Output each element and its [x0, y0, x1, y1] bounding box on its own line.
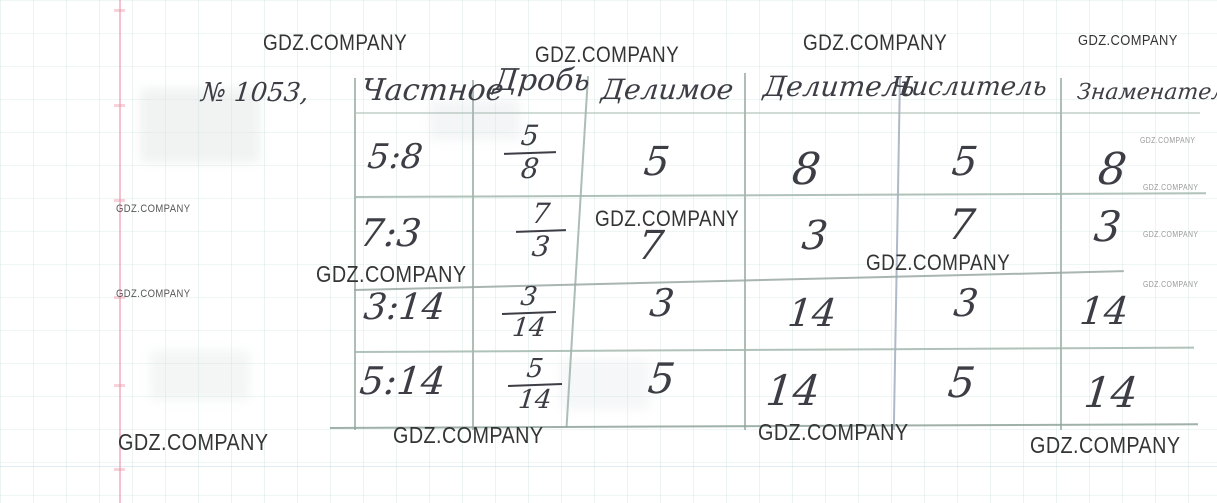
- header-quotient: Частное: [359, 73, 506, 108]
- cell-dividend: 5: [645, 354, 678, 403]
- faint-ruled-line: [0, 466, 1217, 467]
- bleed-through-blob: [430, 100, 520, 140]
- cell-fraction: 5 14: [506, 354, 564, 415]
- header-numerator: Числитель: [889, 72, 1049, 102]
- watermark: GDZ.COMPANY: [1140, 136, 1196, 145]
- watermark: GDZ.COMPANY: [1143, 183, 1199, 192]
- table-column-line: [1060, 78, 1062, 430]
- table-row-line: [356, 112, 1200, 114]
- cell-numerator: 7: [945, 200, 978, 249]
- header-fraction: Дробь: [491, 63, 592, 98]
- watermark: GDZ.COMPANY: [116, 288, 191, 300]
- watermark: GDZ.COMPANY: [316, 261, 467, 287]
- cell-divisor: 3: [799, 213, 830, 259]
- cell-divisor: 14: [785, 291, 839, 335]
- watermark: GDZ.COMPANY: [866, 250, 1011, 275]
- cell-fraction: 7 3: [514, 197, 568, 263]
- fraction-denominator: 14: [516, 384, 554, 415]
- watermark: GDZ.COMPANY: [803, 30, 948, 55]
- fraction-numerator: 5: [519, 119, 541, 152]
- fraction-numerator: 7: [530, 197, 552, 230]
- cell-quotient: 5:14: [357, 359, 448, 403]
- watermark: GDZ.COMPANY: [263, 30, 408, 55]
- cell-quotient: 5:8: [365, 137, 425, 177]
- fraction-numerator: 5: [525, 354, 545, 384]
- cell-divisor: 14: [763, 366, 823, 415]
- margin-tick: [114, 199, 125, 202]
- table-column-line: [472, 80, 474, 430]
- watermark: GDZ.COMPANY: [535, 42, 680, 67]
- cell-fraction: 3 14: [500, 282, 558, 343]
- cell-denominator: 8: [1095, 144, 1130, 195]
- margin-tick: [114, 104, 125, 107]
- cell-fraction: 5 8: [502, 119, 558, 185]
- watermark: GDZ.COMPANY: [116, 203, 191, 215]
- watermark: GDZ.COMPANY: [758, 419, 909, 445]
- fraction-denominator: 3: [530, 229, 552, 263]
- margin-tick: [114, 384, 125, 387]
- cell-denominator: 14: [1077, 289, 1131, 333]
- exercise-number: № 1053,: [199, 78, 311, 108]
- cell-quotient: 3:14: [361, 287, 447, 328]
- table-row-line: [354, 346, 1194, 353]
- margin-tick: [114, 9, 125, 12]
- bleed-through-blob: [140, 88, 260, 163]
- fraction-denominator: 8: [519, 151, 541, 185]
- watermark: GDZ.COMPANY: [1143, 280, 1199, 289]
- cell-quotient: 7:3: [357, 211, 424, 255]
- cell-numerator: 5: [949, 139, 980, 185]
- cell-numerator: 5: [945, 358, 978, 407]
- watermark: GDZ.COMPANY: [595, 206, 740, 231]
- cell-numerator: 3: [951, 281, 981, 325]
- fraction-numerator: 3: [519, 282, 539, 312]
- cell-denominator: 14: [1081, 368, 1141, 417]
- cell-dividend: 3: [647, 281, 677, 325]
- margin-tick: [114, 468, 125, 471]
- watermark: GDZ.COMPANY: [1143, 230, 1199, 239]
- cell-dividend: 7: [635, 223, 666, 269]
- bleed-through-blob: [150, 350, 250, 400]
- header-denominator: Знаменатель: [1075, 80, 1217, 105]
- watermark: GDZ.COMPANY: [118, 429, 269, 455]
- fraction-denominator: 14: [510, 312, 548, 343]
- watermark: GDZ.COMPANY: [393, 422, 544, 448]
- margin-line: [119, 0, 121, 503]
- cell-denominator: 3: [1091, 202, 1124, 251]
- margin-tick: [114, 296, 125, 299]
- bleed-through-blob: [560, 360, 650, 410]
- table-row-line: [354, 192, 1207, 198]
- watermark: GDZ.COMPANY: [1078, 32, 1178, 49]
- watermark: GDZ.COMPANY: [1030, 432, 1181, 458]
- cell-divisor: 8: [789, 144, 824, 195]
- header-dividend: Делимое: [599, 73, 736, 106]
- cell-dividend: 5: [641, 139, 672, 185]
- table-column-line: [744, 73, 746, 430]
- table-column-line: [354, 78, 356, 430]
